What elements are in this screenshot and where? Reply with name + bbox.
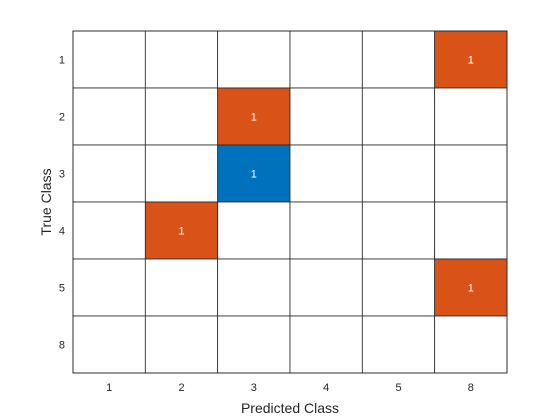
cell-r1-c5 [434, 87, 508, 146]
cells-layer: 1 1 1 1 1 [72, 30, 508, 374]
cell-r1-c2 [217, 87, 291, 146]
y-tick-label: 3 [59, 169, 65, 181]
cell-value-r2-c2: 1 [251, 169, 257, 181]
y-tick-label: 1 [59, 55, 65, 67]
y-tick-label: 8 [59, 340, 65, 352]
cell-r1-c3 [289, 87, 363, 146]
cell-r5-c1 [144, 315, 219, 374]
cell-r2-c1 [144, 144, 219, 203]
x-tick-label: 2 [178, 382, 184, 394]
cell-value-r1-c2: 1 [251, 112, 257, 124]
cell-r5-c3 [289, 315, 363, 374]
cell-r4-c2 [217, 258, 291, 317]
y-axis-label: True Class [38, 168, 54, 235]
x-tick-label: 1 [106, 382, 112, 394]
cell-r3-c0 [72, 201, 146, 260]
cell-r3-c5 [434, 201, 508, 260]
cell-r0-c5 [434, 30, 508, 89]
cell-r2-c0 [72, 144, 146, 203]
cell-r0-c4 [361, 30, 436, 89]
cell-r5-c0 [72, 315, 146, 374]
y-tick-label: 5 [59, 283, 65, 295]
x-axis-label: Predicted Class [241, 400, 339, 416]
y-tick-label: 2 [59, 112, 65, 124]
x-tick-label: 3 [251, 382, 257, 394]
cell-value-r4-c5: 1 [468, 283, 474, 295]
cell-r4-c5 [434, 258, 508, 317]
cell-r1-c0 [72, 87, 146, 146]
cell-value-r0-c5: 1 [468, 55, 474, 67]
cell-r0-c3 [289, 30, 363, 89]
cell-r1-c4 [361, 87, 436, 146]
cell-r2-c2 [217, 144, 291, 203]
ticks-layer: 1 2 3 4 5 8 1 2 3 4 5 8 [59, 55, 474, 395]
cell-r2-c4 [361, 144, 436, 203]
plot-border [72, 30, 508, 374]
cell-r0-c1 [144, 30, 219, 89]
cell-r4-c3 [289, 258, 363, 317]
cell-r3-c4 [361, 201, 436, 260]
cell-r2-c3 [289, 144, 363, 203]
y-tick-label: 4 [59, 226, 65, 238]
x-tick-label: 5 [395, 382, 401, 394]
cell-r5-c5 [434, 315, 508, 374]
cell-r4-c4 [361, 258, 436, 317]
cell-r0-c2 [217, 30, 291, 89]
x-tick-label: 8 [468, 382, 474, 394]
cell-value-r3-c1: 1 [178, 226, 184, 238]
x-tick-label: 4 [323, 382, 329, 394]
cell-r5-c4 [361, 315, 436, 374]
cell-r5-c2 [217, 315, 291, 374]
cell-r1-c1 [144, 87, 219, 146]
cell-r0-c0 [72, 30, 146, 89]
cell-r4-c1 [144, 258, 219, 317]
cell-r3-c2 [217, 201, 291, 260]
cell-r3-c3 [289, 201, 363, 260]
cell-r4-c0 [72, 258, 146, 317]
cell-r2-c5 [434, 144, 508, 203]
cell-r3-c1 [144, 201, 219, 260]
